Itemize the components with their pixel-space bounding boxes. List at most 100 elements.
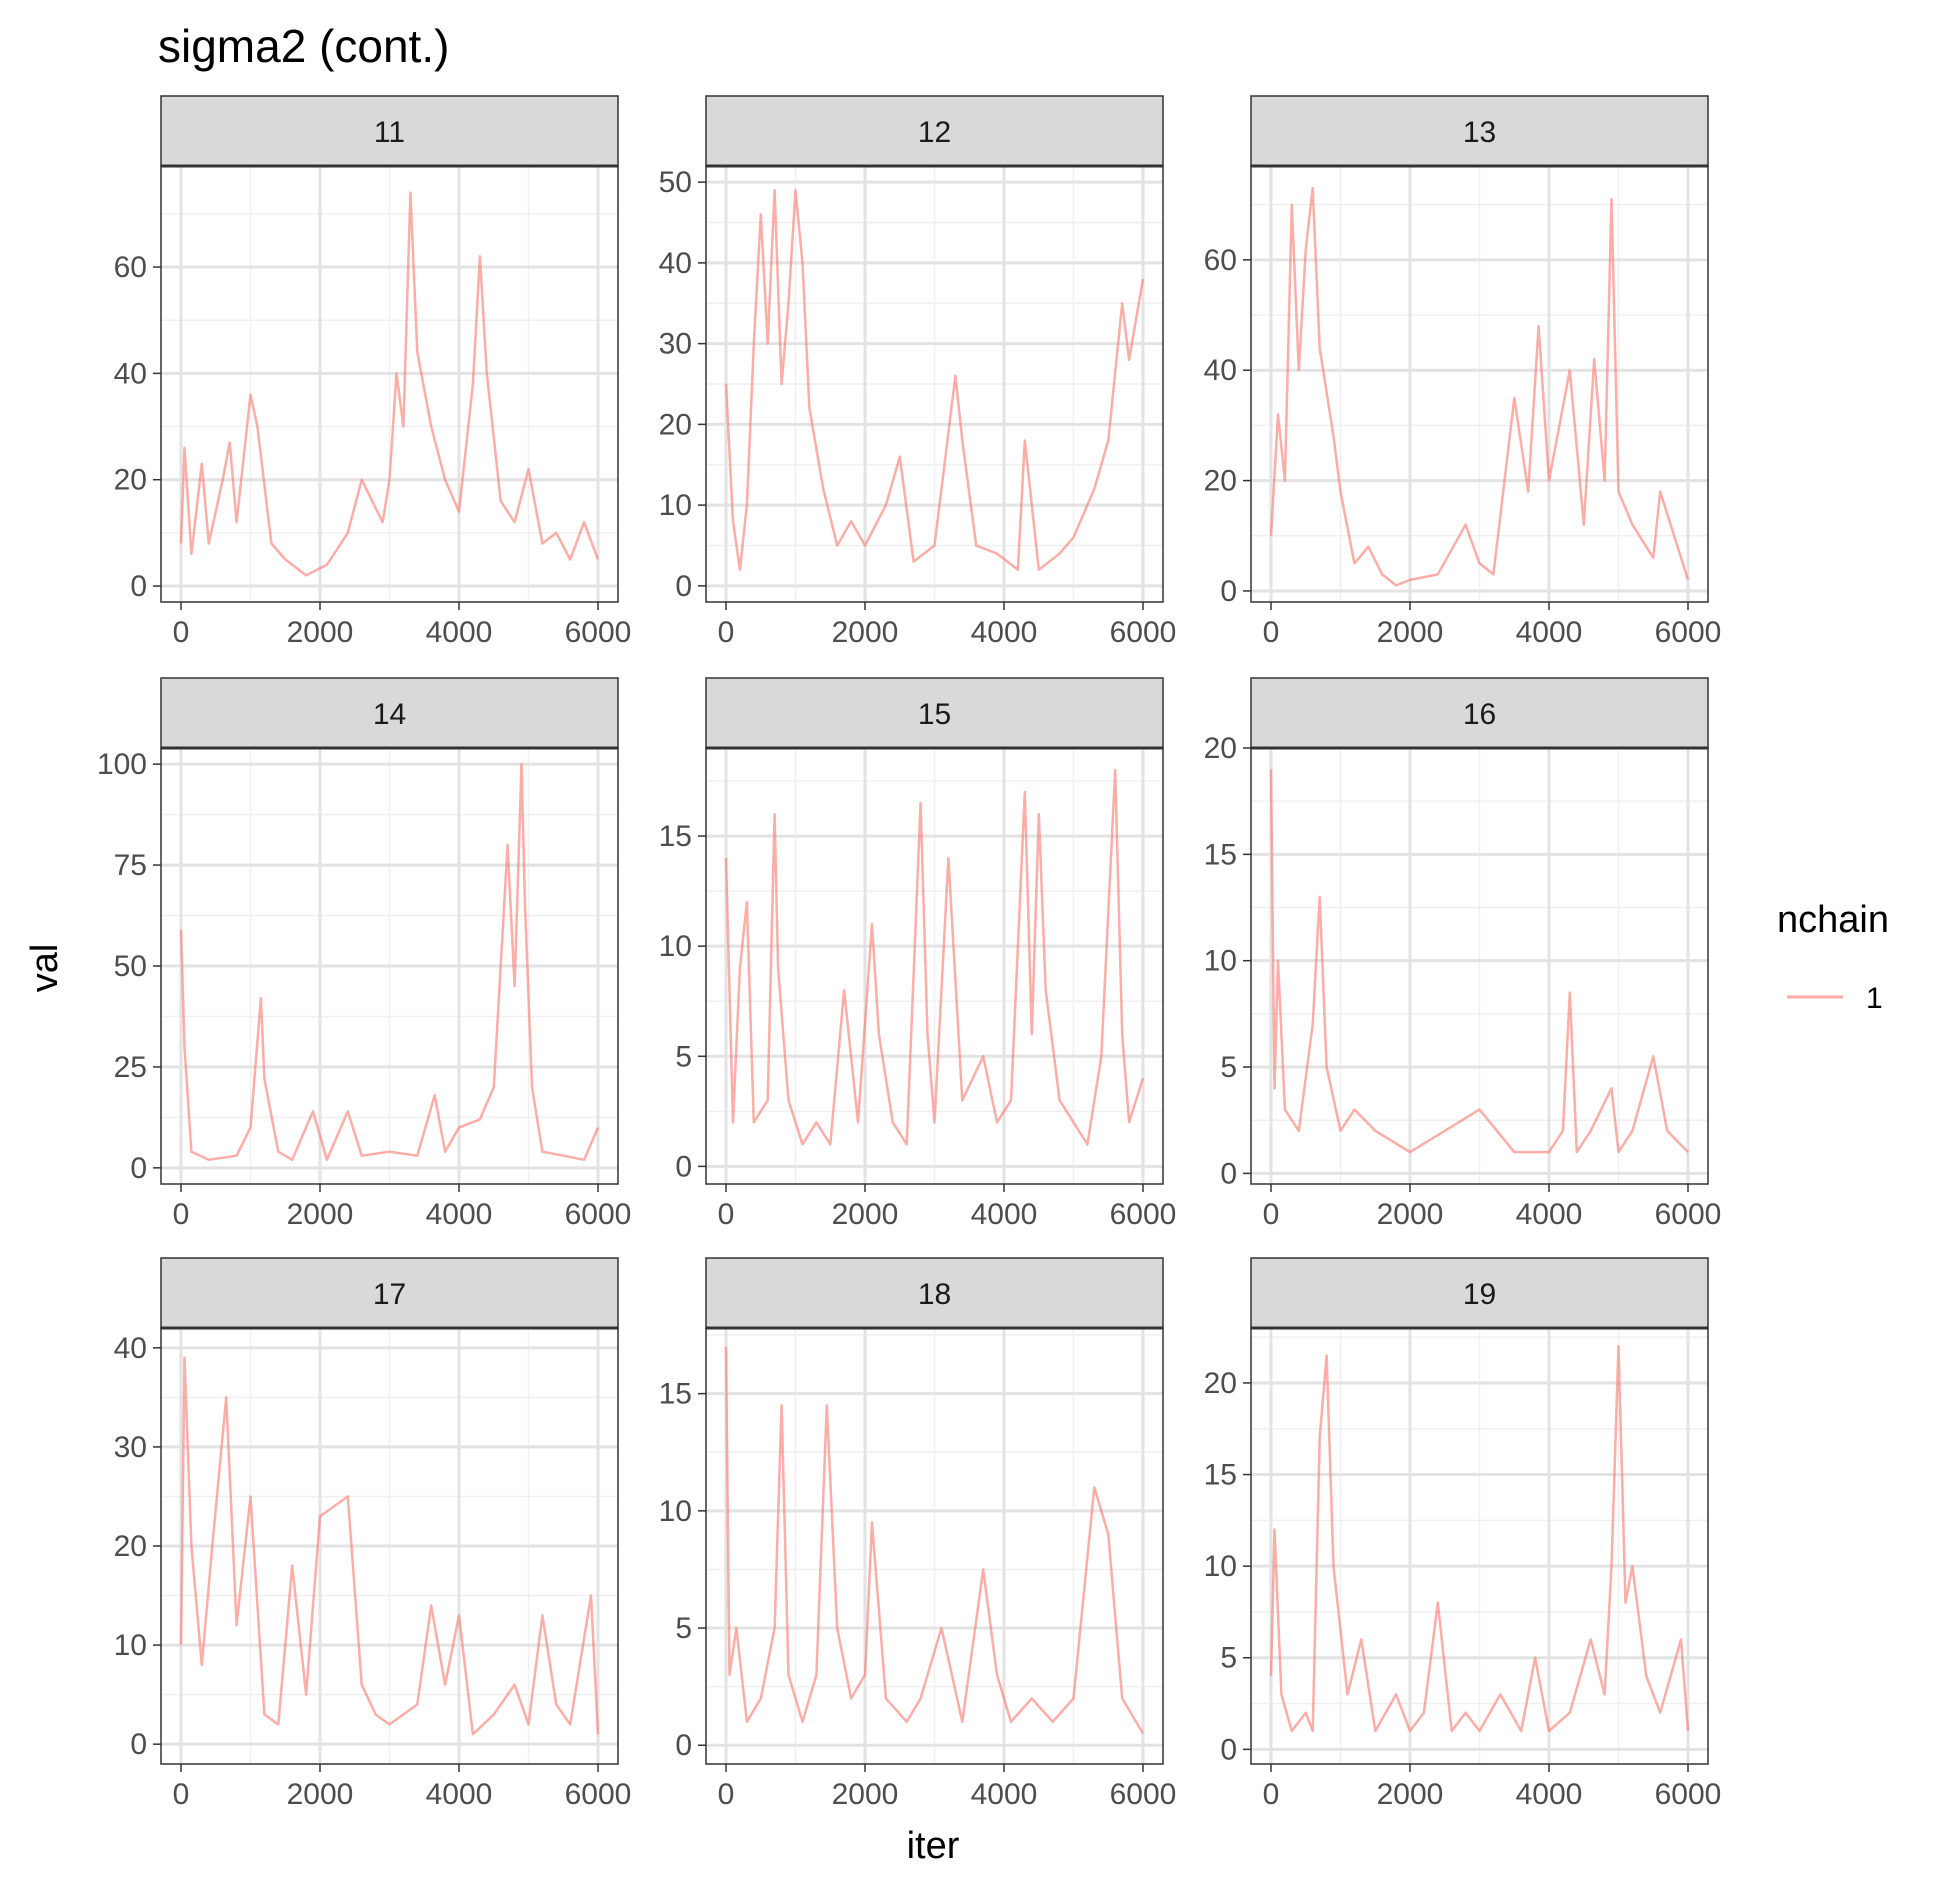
facet-panel-11: 11 0 2000 4000 6000 0 20 40 60 <box>114 95 632 649</box>
y-tick-label: 0 <box>1220 1733 1237 1766</box>
y-tick-label: 100 <box>97 748 147 781</box>
legend: nchain 1 <box>1777 899 1889 1015</box>
series-line <box>1269 1345 1690 1733</box>
x-tick-label: 6000 <box>1655 1778 1722 1811</box>
x-tick-label: 0 <box>1263 1778 1280 1811</box>
strip-background <box>1250 677 1709 749</box>
x-tick-label: 6000 <box>1110 1778 1177 1811</box>
y-tick-label: 10 <box>659 489 692 522</box>
y-tick-label: 10 <box>659 1495 692 1528</box>
strip-label: 13 <box>1463 116 1496 149</box>
strip-label: 15 <box>918 698 951 731</box>
y-tick-label: 75 <box>114 849 147 882</box>
y-tick-label: 40 <box>114 1332 147 1365</box>
series-line <box>1269 186 1690 587</box>
y-tick-label: 20 <box>114 1530 147 1563</box>
series-line <box>724 1346 1145 1735</box>
strip-background <box>705 677 1164 749</box>
facet-panel-16: 16 0 2000 4000 6000 0 5 10 15 20 <box>1204 677 1721 1231</box>
y-tick-label: 20 <box>1204 732 1237 765</box>
y-tick-label: 25 <box>114 1051 147 1084</box>
y-tick-label: 20 <box>1204 465 1237 498</box>
y-tick-label: 50 <box>659 166 692 199</box>
x-tick-label: 6000 <box>1110 616 1177 649</box>
y-tick-label: 5 <box>1220 1051 1237 1084</box>
y-tick-label: 60 <box>1204 244 1237 277</box>
y-tick-label: 15 <box>659 820 692 853</box>
y-tick-label: 40 <box>1204 354 1237 387</box>
x-tick-label: 2000 <box>1377 1778 1444 1811</box>
x-tick-label: 0 <box>718 1198 735 1231</box>
facet-panel-17: 17 0 2000 4000 6000 0 10 20 30 40 <box>114 1257 631 1811</box>
x-tick-label: 2000 <box>287 1778 354 1811</box>
series-line <box>179 191 600 577</box>
x-tick-label: 6000 <box>1110 1198 1177 1231</box>
x-tick-label: 4000 <box>1516 616 1583 649</box>
facet-panel-19: 19 0 2000 4000 6000 0 5 10 15 20 <box>1204 1257 1722 1811</box>
strip-label: 12 <box>918 116 951 149</box>
y-tick-label: 30 <box>114 1431 147 1464</box>
y-tick-label: 10 <box>1204 945 1237 978</box>
x-tick-label: 6000 <box>565 1198 632 1231</box>
series-line <box>724 768 1145 1146</box>
series-line <box>1269 769 1689 1154</box>
y-tick-label: 0 <box>675 1150 692 1183</box>
y-tick-label: 20 <box>114 464 147 497</box>
y-tick-label: 10 <box>1204 1550 1237 1583</box>
y-tick-label: 5 <box>1220 1642 1237 1675</box>
y-tick-label: 15 <box>1204 838 1237 871</box>
series-line <box>179 1356 600 1736</box>
y-tick-label: 50 <box>114 950 147 983</box>
strip-background <box>705 1257 1164 1329</box>
y-tick-label: 60 <box>114 251 147 284</box>
y-tick-label: 0 <box>675 1729 692 1762</box>
x-tick-label: 2000 <box>287 616 354 649</box>
x-tick-label: 2000 <box>287 1198 354 1231</box>
legend-label: 1 <box>1866 982 1883 1015</box>
x-tick-label: 2000 <box>832 1198 899 1231</box>
x-tick-label: 4000 <box>1516 1778 1583 1811</box>
y-tick-label: 0 <box>1220 1157 1237 1190</box>
series-line <box>179 762 600 1162</box>
series-line <box>724 188 1145 571</box>
strip-label: 11 <box>374 116 405 149</box>
y-tick-label: 20 <box>659 408 692 441</box>
y-tick-label: 15 <box>659 1378 692 1411</box>
x-tick-label: 4000 <box>426 1778 493 1811</box>
strip-label: 18 <box>918 1278 951 1311</box>
legend-title: nchain <box>1777 899 1889 941</box>
strip-label: 16 <box>1463 698 1496 731</box>
y-tick-label: 40 <box>659 247 692 280</box>
x-tick-label: 0 <box>1263 616 1280 649</box>
x-axis-title: iter <box>907 1825 960 1867</box>
x-tick-label: 4000 <box>971 1198 1038 1231</box>
y-axis-title: val <box>24 944 66 993</box>
strip-background <box>160 95 619 167</box>
x-tick-label: 0 <box>718 616 735 649</box>
facet-panel-14: 14 0 2000 4000 6000 0 25 50 75 100 <box>97 677 632 1231</box>
facet-panel-18: 18 0 2000 4000 6000 0 5 10 15 <box>659 1257 1177 1811</box>
y-tick-label: 30 <box>659 328 692 361</box>
y-tick-label: 0 <box>130 1152 147 1185</box>
y-tick-label: 0 <box>130 570 147 603</box>
x-tick-label: 2000 <box>1377 616 1444 649</box>
x-tick-label: 4000 <box>971 1778 1038 1811</box>
x-tick-label: 4000 <box>971 616 1038 649</box>
x-tick-label: 0 <box>1263 1198 1280 1231</box>
x-tick-label: 4000 <box>1516 1198 1583 1231</box>
strip-label: 19 <box>1463 1278 1496 1311</box>
x-tick-label: 2000 <box>832 1778 899 1811</box>
x-tick-label: 4000 <box>426 616 493 649</box>
y-tick-label: 20 <box>1204 1367 1237 1400</box>
y-tick-label: 0 <box>1220 575 1237 608</box>
y-tick-label: 0 <box>130 1728 147 1761</box>
x-tick-label: 0 <box>173 1198 190 1231</box>
x-tick-label: 0 <box>173 616 190 649</box>
strip-background <box>705 95 1164 167</box>
facet-panel-12: 12 0 2000 4000 6000 0 10 20 30 40 50 <box>659 95 1177 649</box>
x-tick-label: 6000 <box>565 616 632 649</box>
y-tick-label: 5 <box>675 1040 692 1073</box>
x-tick-label: 2000 <box>832 616 899 649</box>
